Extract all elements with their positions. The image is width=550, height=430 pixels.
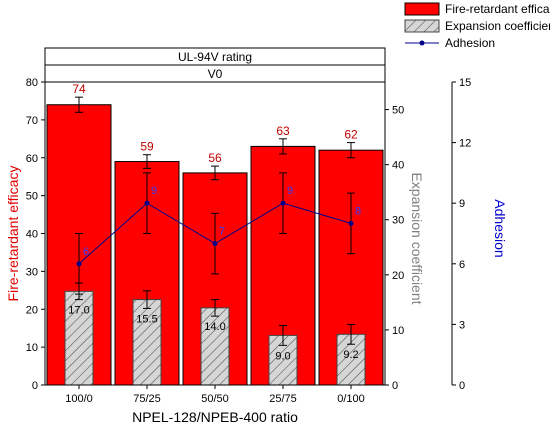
adhesion-data-label: 7 (219, 226, 225, 238)
expansion-data-label: 17.0 (68, 305, 89, 317)
left-axis-tick-label: 30 (26, 266, 38, 278)
expansion-bar (132, 299, 162, 386)
x-axis-tick-label: 25/75 (269, 393, 297, 405)
right1-axis-tick-label: 10 (392, 325, 404, 337)
left-axis-label: Fire-retardant efficacy (5, 166, 21, 302)
efficacy-data-label: 63 (276, 124, 290, 138)
rating-header: UL-94V rating V0 (44, 47, 386, 83)
efficacy-data-label: 62 (344, 128, 358, 142)
right2-axis-tick-label: 0 (459, 380, 465, 392)
right1-axis-tick-label: 30 (392, 215, 404, 227)
x-axis-tick-label: 50/50 (201, 393, 229, 405)
expansion-data-label: 9.2 (343, 349, 358, 361)
adhesion-point (348, 220, 354, 226)
x-axis-tick-label: 0/100 (337, 393, 365, 405)
expansion-bar (64, 290, 94, 386)
left-axis-tick-label: 40 (26, 229, 38, 241)
legend-swatch-efficacy (404, 2, 440, 16)
efficacy-data-label: 74 (72, 82, 86, 96)
right1-axis-tick-label: 20 (392, 270, 404, 282)
left-axis-tick-label: 20 (26, 304, 38, 316)
expansion-data-label: 15.5 (136, 313, 157, 325)
efficacy-data-label: 59 (140, 140, 154, 154)
header-rating: V0 (208, 67, 223, 81)
legend: Fire-retardant efficacy Expansion coeffic… (404, 2, 550, 50)
adhesion-point (76, 261, 82, 267)
adhesion-layer: 6 9 7 9 8 (75, 172, 361, 295)
adhesion-point (280, 200, 286, 206)
adhesion-data-label: 9 (151, 185, 157, 197)
right1-axis-tick-label: 0 (392, 380, 398, 392)
right2-axis-tick-label: 15 (459, 77, 471, 89)
adhesion-point (144, 200, 150, 206)
expansion-bar (200, 307, 230, 386)
legend-swatch-expansion (404, 19, 440, 33)
adhesion-data-label: 6 (83, 246, 89, 258)
left-axis-tick-label: 0 (32, 380, 38, 392)
right1-axis-tick-label: 50 (392, 105, 404, 117)
left-axis-tick-label: 10 (26, 342, 38, 354)
x-axis-tick-label: 75/25 (133, 393, 161, 405)
adhesion-data-label: 9 (287, 185, 293, 197)
right2-axis-tick-label: 9 (459, 198, 465, 210)
right1-axis-label: Expansion coefficient (409, 172, 425, 304)
x-axis-tick-label: 100/0 (65, 393, 93, 405)
legend-label-adhesion: Adhesion (445, 36, 495, 50)
expansion-data-label: 9.0 (275, 350, 290, 362)
left-axis-tick-label: 80 (26, 77, 38, 89)
adhesion-point (212, 241, 218, 247)
left-axis-tick-label: 50 (26, 191, 38, 203)
x-axis-label: NPEL-128/NPEB-400 ratio (132, 409, 298, 425)
expansion-data-label: 14.0 (204, 321, 225, 333)
legend-marker-adhesion (419, 40, 425, 46)
right2-axis-tick-label: 6 (459, 259, 465, 271)
adhesion-data-label: 8 (355, 205, 361, 217)
right2-axis-tick-label: 3 (459, 319, 465, 331)
left-axis-tick-label: 70 (26, 115, 38, 127)
right2-axis-label: Adhesion (492, 199, 508, 257)
legend-label-expansion: Expansion coefficient (445, 19, 550, 33)
right1-axis-tick-label: 40 (392, 160, 404, 172)
right2-axis-tick-label: 12 (459, 138, 471, 150)
legend-label-efficacy: Fire-retardant efficacy (445, 2, 550, 16)
efficacy-data-label: 56 (208, 151, 222, 165)
header-title: UL-94V rating (178, 50, 252, 64)
left-axis-tick-label: 60 (26, 153, 38, 165)
